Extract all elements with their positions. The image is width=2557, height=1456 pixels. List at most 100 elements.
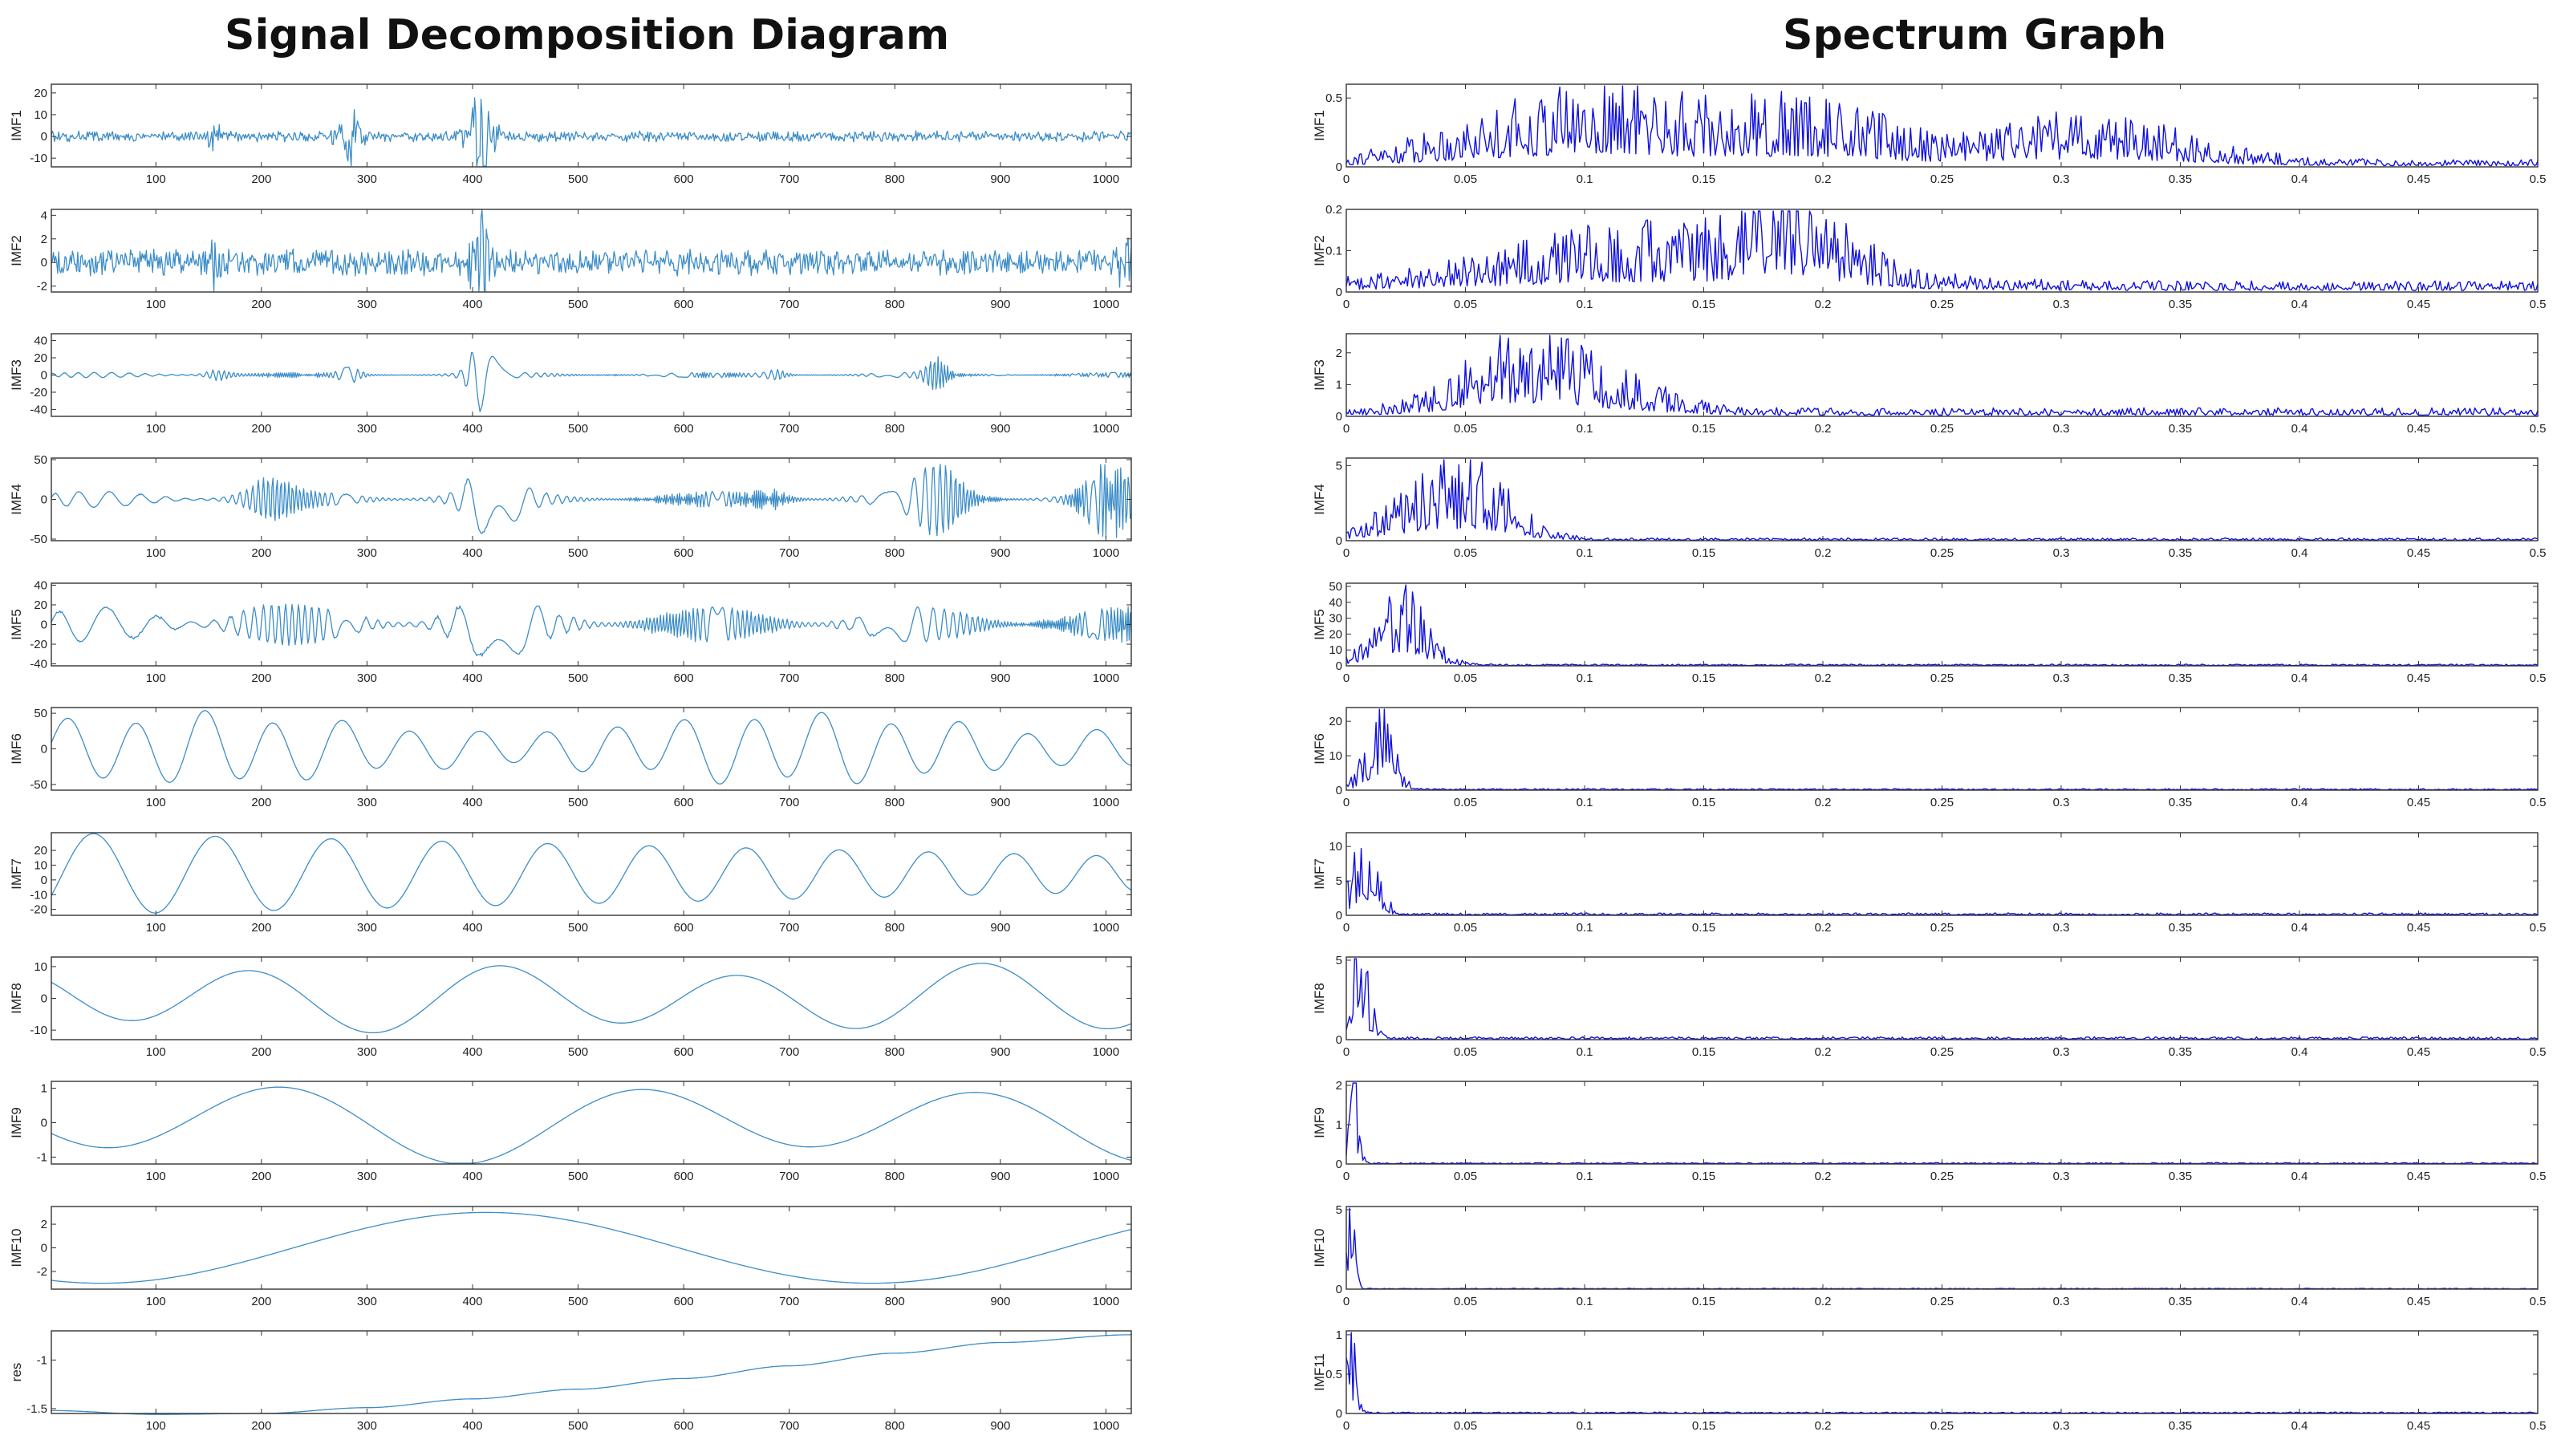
y-tick-label: 0 (1336, 1158, 1342, 1171)
x-tick-label: 0.3 (2053, 671, 2070, 685)
left-imf6-series-line (51, 710, 1132, 785)
left-ylabel-imf10: IMF10 (9, 1228, 24, 1267)
x-tick-label: 0.05 (1454, 172, 1477, 186)
x-tick-label: 0.1 (1577, 796, 1593, 809)
x-tick-label: 0.15 (1692, 298, 1715, 311)
right-panel-frame (1345, 333, 2539, 417)
x-tick-label: 800 (885, 921, 905, 935)
x-tick-label: 0.1 (1577, 921, 1593, 935)
x-tick-label: 0.15 (1692, 172, 1715, 186)
left-panel-frame (51, 1330, 1132, 1414)
y-tick-label: 1 (1336, 378, 1342, 391)
x-tick-label: 100 (146, 422, 166, 436)
right-panel-frame (1345, 209, 2539, 293)
right-panel-frame (1345, 83, 2539, 168)
x-tick-label: 400 (462, 1295, 482, 1308)
x-tick-label: 400 (462, 546, 482, 560)
x-tick-label: 1000 (1093, 172, 1119, 186)
x-tick-label: 1000 (1093, 796, 1119, 809)
y-tick-label: 50 (1329, 580, 1342, 594)
y-tick-label: 2 (1336, 1079, 1342, 1093)
y-tick-label: 5 (1336, 459, 1342, 472)
right-panel-frame (1345, 1330, 2539, 1414)
right-imf4-series-line (1345, 459, 2539, 541)
x-tick-label: 700 (779, 1170, 799, 1183)
x-tick-label: 600 (674, 1295, 694, 1308)
right-ylabel-imf9: IMF9 (1312, 1107, 1327, 1138)
y-tick-label: 0.2 (1325, 203, 1342, 217)
x-tick-label: 200 (251, 671, 271, 685)
x-tick-label: 200 (251, 796, 271, 809)
x-tick-label: 300 (357, 422, 377, 436)
x-tick-label: 0.1 (1577, 422, 1593, 436)
x-tick-label: 0.2 (1815, 921, 1832, 935)
x-tick-label: 0.5 (2530, 796, 2547, 809)
right-panel-imf11: 0 0.05 0.1 0.15 0.2 0.25 0.3 0.35 0.4 0.45 0.5 0 0.5… (1312, 1328, 2546, 1433)
x-tick-label: 0 (1343, 1419, 1350, 1433)
y-tick-label: 40 (34, 335, 47, 348)
left-panel-imf10: 100 200 300 400 500 600 700 800 900 1000 -2 0 2 IMF10 (9, 1206, 1132, 1308)
x-tick-label: 0.25 (1930, 921, 1954, 935)
right-ylabel-imf3: IMF3 (1312, 359, 1327, 391)
x-tick-label: 600 (674, 1170, 694, 1183)
x-tick-label: 300 (357, 1045, 377, 1059)
x-tick-label: 200 (251, 422, 271, 436)
x-tick-label: 800 (885, 172, 905, 186)
x-tick-label: 100 (146, 796, 166, 809)
left-ylabel-imf1: IMF1 (9, 110, 24, 141)
left-panel-imf9: 100 200 300 400 500 600 700 800 900 1000 -1 0 1 IMF9 (9, 1081, 1132, 1183)
x-tick-label: 200 (251, 1295, 271, 1308)
x-tick-label: 900 (990, 172, 1010, 186)
x-tick-label: 0.15 (1692, 671, 1715, 685)
right-panel-imf6: 0 0.05 0.1 0.15 0.2 0.25 0.3 0.35 0.4 0.45 0.5 0 10 2… (1312, 707, 2547, 809)
y-tick-label: 50 (34, 707, 47, 720)
y-tick-label: -1 (37, 1150, 47, 1164)
x-tick-label: 0.5 (2530, 671, 2547, 685)
right-panel-imf3: 0 0.05 0.1 0.15 0.2 0.25 0.3 0.35 0.4 0.45 0.5 0 1 2I… (1312, 333, 2546, 436)
x-tick-label: 200 (251, 172, 271, 186)
left-figure-title: Signal Decomposition Diagram (225, 11, 950, 59)
y-tick-label: -1.5 (26, 1402, 47, 1416)
y-tick-label: 0 (1336, 286, 1342, 299)
right-panel-imf4: 0 0.05 0.1 0.15 0.2 0.25 0.3 0.35 0.4 0.45 0.5 0 5 IM… (1312, 457, 2546, 560)
y-tick-label: -2 (37, 280, 47, 294)
y-tick-label: 0 (1336, 160, 1342, 174)
x-tick-label: 700 (779, 1419, 799, 1433)
x-tick-label: 0.45 (2407, 1419, 2430, 1433)
left-panel-imf3: 100 200 300 400 500 600 700 800 900 1000 -40 -20 0 20… (9, 333, 1132, 436)
x-tick-label: 700 (779, 671, 799, 685)
x-tick-label: 500 (568, 1045, 588, 1059)
x-tick-label: 0.35 (2169, 1170, 2192, 1183)
x-tick-label: 0.1 (1577, 1419, 1593, 1433)
x-tick-label: 0.35 (2169, 1295, 2192, 1308)
x-tick-label: 700 (779, 921, 799, 935)
y-tick-label: 0 (1336, 1283, 1342, 1296)
x-tick-label: 300 (357, 796, 377, 809)
left-ylabel-imf7: IMF7 (9, 858, 24, 890)
left-ylabel-res: res (9, 1363, 24, 1382)
y-tick-label: 0 (1336, 534, 1342, 548)
x-tick-label: 0.2 (1815, 1295, 1832, 1308)
y-tick-label: 5 (1336, 1203, 1342, 1217)
x-tick-label: 100 (146, 1045, 166, 1059)
y-tick-label: 1 (41, 1082, 47, 1096)
x-tick-label: 100 (146, 1170, 166, 1183)
x-tick-label: 0.3 (2053, 796, 2070, 809)
x-tick-label: 0 (1343, 172, 1350, 186)
left-imf10-series-line (51, 1211, 1132, 1284)
right-ylabel-imf1: IMF1 (1312, 110, 1327, 141)
x-tick-label: 800 (885, 671, 905, 685)
x-tick-label: 200 (251, 546, 271, 560)
y-tick-label: 0 (41, 618, 47, 632)
x-tick-label: 500 (568, 1170, 588, 1183)
x-tick-label: 0.2 (1815, 796, 1832, 809)
x-tick-label: 700 (779, 1045, 799, 1059)
x-tick-label: 900 (990, 671, 1010, 685)
x-tick-label: 300 (357, 298, 377, 311)
y-tick-label: 0 (41, 256, 47, 270)
x-tick-label: 0.05 (1454, 671, 1477, 685)
x-tick-label: 0.45 (2407, 546, 2430, 560)
right-imf8-series-line (1345, 958, 2539, 1040)
y-tick-label: 30 (1329, 612, 1342, 626)
x-tick-label: 0.05 (1454, 546, 1477, 560)
